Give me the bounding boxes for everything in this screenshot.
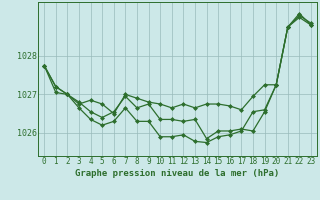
X-axis label: Graphe pression niveau de la mer (hPa): Graphe pression niveau de la mer (hPa) bbox=[76, 169, 280, 178]
